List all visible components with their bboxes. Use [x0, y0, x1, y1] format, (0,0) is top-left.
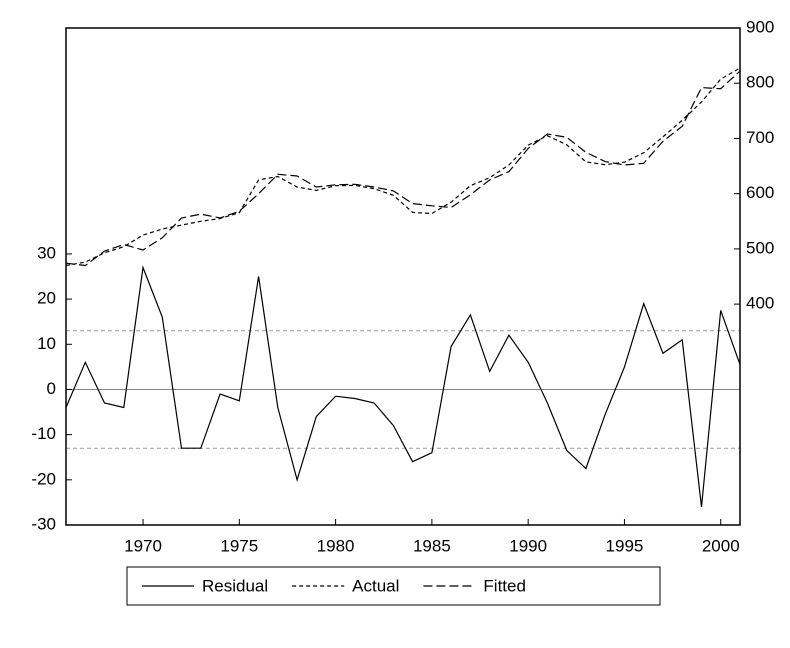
legend-label: Fitted — [483, 576, 526, 595]
x-tick-label: 1985 — [413, 536, 451, 555]
series-line — [65, 67, 741, 267]
y2-tick-label: 500 — [746, 238, 774, 257]
legend: Residual Actual Fitted — [126, 566, 661, 606]
y-tick-label: 30 — [37, 243, 56, 262]
x-tick-label: 1970 — [124, 536, 162, 555]
y-tick-label: -30 — [31, 514, 56, 533]
y2-tick-label: 700 — [746, 128, 774, 147]
legend-label: Residual — [202, 576, 268, 595]
y2-tick-label: 800 — [746, 73, 774, 92]
y2-tick-label: 600 — [746, 183, 774, 202]
y-tick-label: 0 — [47, 379, 56, 398]
series-line — [65, 70, 741, 267]
x-tick-label: 1975 — [220, 536, 258, 555]
y2-tick-label: 400 — [746, 294, 774, 313]
x-tick-label: 1990 — [509, 536, 547, 555]
y-tick-label: 10 — [37, 334, 56, 353]
legend-box — [126, 566, 661, 606]
x-tick-label: 2000 — [702, 536, 740, 555]
y-tick-label: 20 — [37, 289, 56, 308]
x-tick-label: 1980 — [317, 536, 355, 555]
plot-frame — [65, 27, 741, 526]
y-tick-label: -10 — [31, 424, 56, 443]
legend-label: Actual — [352, 576, 399, 595]
series-line — [65, 265, 741, 507]
x-tick-label: 1995 — [606, 536, 644, 555]
y2-tick-label: 900 — [746, 17, 774, 36]
y-tick-label: -20 — [31, 469, 56, 488]
